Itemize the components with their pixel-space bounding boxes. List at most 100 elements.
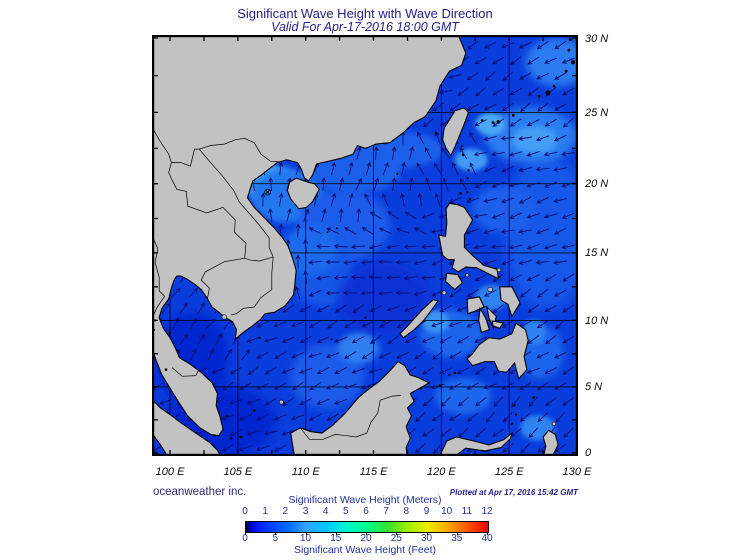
page-title: Significant Wave Height with Wave Direct… [237, 6, 493, 21]
island-dot [564, 69, 568, 73]
meters-tick-label: 2 [282, 506, 289, 517]
island-dot [491, 121, 495, 124]
land-borneo [290, 360, 431, 456]
meters-tick-label: 5 [343, 506, 349, 517]
feet-tick-label: 35 [451, 533, 463, 544]
wave-height-patch [511, 125, 559, 154]
country-border [152, 234, 166, 317]
land-mindoro [444, 272, 464, 291]
island-dot [466, 177, 469, 180]
island-dot [336, 227, 338, 230]
island-dot [279, 399, 284, 405]
country-border [244, 256, 274, 262]
lon-label: 105 E [223, 466, 253, 478]
lat-label: 5 N [585, 381, 603, 394]
lat-label: 30 N [585, 32, 609, 45]
lon-label: 110 E [291, 466, 320, 478]
island-dot [511, 113, 515, 117]
valid-time-subtitle: Valid For Apr-17-2016 18:00 GMT [271, 20, 459, 34]
lon-label: 100 E [155, 466, 185, 478]
island-dot [438, 384, 442, 387]
country-border [171, 367, 199, 377]
lon-label: 130 E [562, 466, 592, 478]
island-dot [225, 414, 229, 417]
meters-tick-label: 6 [363, 506, 369, 517]
feet-tick-mark [335, 532, 337, 535]
island-dot [537, 94, 541, 98]
colorbar-title-feet: Significant Wave Height (Feet) [293, 544, 436, 556]
feet-tick-label: 5 [272, 533, 279, 544]
credit-text: oceanweather inc. [153, 486, 247, 498]
land-taiwan [442, 107, 470, 157]
meters-tick-label: 8 [403, 506, 410, 517]
land-hainan [286, 177, 320, 210]
wave-height-patch [282, 224, 337, 276]
island-dot [496, 267, 502, 272]
island-dot [466, 191, 469, 194]
island-dot [419, 387, 423, 390]
colorbar [245, 521, 489, 533]
meters-tick-label: 7 [383, 506, 389, 517]
feet-tick-mark [305, 532, 307, 535]
land-bohol [491, 320, 504, 330]
land-mainland-asia [152, 35, 467, 437]
country-border [152, 126, 172, 179]
meters-tick-label: 11 [461, 506, 473, 517]
meters-tick-label: 4 [322, 506, 329, 517]
island-dot [513, 404, 516, 407]
country-border [200, 257, 245, 299]
lat-label: 25 N [585, 106, 609, 119]
land-sulawesi [439, 431, 513, 456]
island-dot [545, 90, 551, 95]
frame-ticks [153, 36, 577, 455]
wave-height-patch [475, 112, 506, 136]
lat-label: 20 N [585, 178, 609, 191]
island-dot [487, 286, 493, 293]
island-dot [239, 435, 242, 439]
feet-tick-mark [487, 532, 488, 535]
land-halmahera [542, 429, 559, 456]
island-dot [396, 172, 399, 175]
wave-map [151, 34, 579, 457]
feet-tick-mark [456, 532, 458, 535]
country-border [171, 178, 247, 259]
island-dot [164, 368, 168, 371]
feet-tick-label: 15 [330, 533, 342, 544]
feet-tick-label: 40 [481, 533, 493, 544]
island-dot [461, 153, 465, 157]
feet-tick-label: 0 [242, 533, 248, 544]
wave-height-patch [472, 185, 535, 233]
island-dot [459, 192, 462, 195]
land-luzon [438, 202, 500, 280]
island-dot [448, 373, 451, 376]
country-border [199, 138, 280, 163]
lat-label: 10 N [585, 314, 609, 327]
meters-tick-label: 0 [242, 506, 248, 517]
island-dot [326, 231, 329, 234]
island-dot [460, 145, 463, 148]
feet-tick-mark [245, 532, 246, 535]
island-dot [496, 120, 501, 124]
land-samar-leyte [499, 286, 521, 318]
island-dot [568, 38, 572, 42]
lat-label: 0 [585, 447, 592, 460]
plotted-timestamp: Plotted at Apr 17, 2016 15:42 GMT [449, 488, 578, 497]
island-dot [467, 169, 470, 172]
wave-height-patch [525, 38, 578, 86]
meters-tick-label: 3 [302, 506, 309, 517]
island-dot [552, 84, 556, 88]
island-dot [532, 396, 535, 399]
island-dot [514, 413, 518, 416]
island-dot [252, 409, 256, 412]
buoy-marker [264, 188, 272, 196]
wave-height-patch [338, 262, 431, 336]
colorbar-title-meters: Significant Wave Height (Meters) [288, 494, 442, 506]
meters-tick-label: 12 [481, 506, 493, 517]
island-dot [453, 371, 457, 375]
island-dot [258, 336, 261, 339]
island-dot [364, 316, 367, 319]
wave-height-patch [338, 333, 379, 364]
lon-label: 125 E [494, 466, 524, 478]
map-frame [151, 34, 579, 457]
